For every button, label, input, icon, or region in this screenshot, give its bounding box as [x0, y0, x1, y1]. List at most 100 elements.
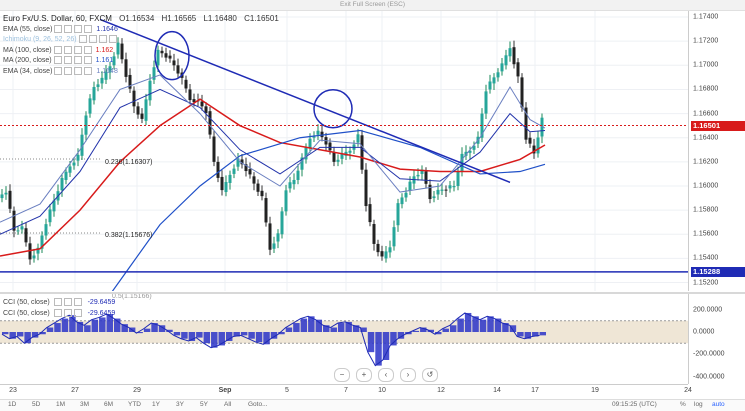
more-icon[interactable] — [84, 24, 93, 33]
cci-tick: -200.0000 — [693, 350, 725, 358]
cci-pane[interactable] — [0, 294, 688, 384]
visibility-icon[interactable] — [53, 56, 62, 65]
cci-bar — [2, 332, 9, 335]
candle-body — [316, 130, 320, 135]
highlight-circle — [154, 30, 190, 81]
more-icon[interactable] — [108, 35, 117, 44]
settings-icon[interactable] — [63, 298, 72, 307]
candle-body — [76, 154, 80, 161]
candle-body — [24, 228, 28, 243]
settings-icon[interactable] — [63, 56, 72, 65]
cci-axis[interactable]: 200.0000 0.0000 -200.0000 -400.0000 — [688, 294, 745, 384]
candle-body — [424, 171, 428, 184]
settings-icon[interactable] — [64, 66, 73, 75]
timeframe-button[interactable]: All — [224, 401, 232, 408]
close-icon[interactable] — [73, 45, 82, 54]
zoom-in-button[interactable]: + — [356, 368, 372, 382]
timeframe-button[interactable]: 1M — [56, 401, 66, 408]
indicator-row[interactable]: MA (200, close) 1.161 — [3, 56, 279, 67]
candle-body — [252, 176, 256, 184]
price-axis[interactable]: 1.17400 1.17200 1.17000 1.16800 1.16600 1.164… — [688, 11, 745, 291]
candle-body — [232, 168, 236, 174]
more-icon[interactable] — [84, 66, 93, 75]
price-tick: 1.16600 — [693, 110, 719, 118]
log-toggle[interactable]: log — [694, 401, 703, 408]
candle-body — [68, 166, 72, 173]
cci-bar — [382, 332, 390, 360]
timeframe-button[interactable]: YTD — [128, 401, 141, 408]
visibility-icon[interactable] — [53, 308, 62, 317]
cci-bar — [225, 332, 233, 341]
close-icon[interactable] — [73, 308, 82, 317]
cci-chart-canvas[interactable] — [0, 294, 688, 384]
candle-body — [260, 190, 264, 197]
visibility-icon[interactable] — [78, 35, 87, 44]
close-icon[interactable] — [98, 35, 107, 44]
visibility-icon[interactable] — [53, 298, 62, 307]
candle-body — [236, 158, 240, 167]
indicator-row[interactable]: EMA (55, close) 1.1646 — [3, 24, 279, 36]
more-icon[interactable] — [83, 45, 92, 54]
candle-body — [372, 224, 376, 244]
exit-fullscreen-hint[interactable]: Exit Full Screen (ESC) — [0, 0, 745, 11]
timeframe-button[interactable]: 3Y — [176, 401, 184, 408]
candle-body — [504, 55, 508, 66]
candle-body — [456, 171, 460, 186]
close-icon[interactable] — [74, 24, 83, 33]
timeframe-button[interactable]: 1D — [8, 401, 17, 408]
timeframe-button[interactable]: 6M — [104, 401, 114, 408]
symbol-header[interactable]: Euro Fx/U.S. Dollar, 60, FXCM O1.16534 H… — [3, 14, 279, 25]
settings-icon[interactable] — [88, 35, 97, 44]
cci-bar — [54, 323, 61, 332]
cci-row-1[interactable]: CCI (50, close) -29.6459 — [3, 298, 115, 309]
candle-body — [32, 255, 36, 259]
cci-bar — [449, 325, 457, 332]
timeframe-button[interactable]: 5D — [32, 401, 41, 408]
more-icon[interactable] — [83, 56, 92, 65]
cci-bar — [367, 332, 375, 353]
visibility-icon[interactable] — [53, 45, 62, 54]
time-axis[interactable]: 23 27 29 Sep 5 7 10 12 14 17 19 24 — [0, 384, 692, 399]
cci-row-2[interactable]: CCI (50, close) -29.6459 — [3, 308, 115, 320]
cci-bar — [464, 312, 472, 332]
candle-body — [216, 161, 220, 178]
close-icon[interactable] — [73, 56, 82, 65]
cci-bar — [315, 319, 323, 332]
indicator-row[interactable]: EMA (34, close) 1.1648 — [3, 66, 279, 78]
timeframe-button[interactable]: 5Y — [200, 401, 208, 408]
auto-toggle[interactable]: auto — [712, 401, 725, 408]
visibility-icon[interactable] — [54, 66, 63, 75]
settings-icon[interactable] — [63, 45, 72, 54]
price-chart-pane[interactable] — [0, 11, 688, 295]
timeframe-button[interactable]: 3M — [80, 401, 90, 408]
close-icon[interactable] — [74, 66, 83, 75]
reset-chart-button[interactable]: ↺ — [422, 368, 438, 382]
cci-bar — [196, 332, 203, 338]
candle-body — [240, 159, 244, 165]
indicator-name: Ichimoku (9, 26, 52, 26) — [3, 36, 77, 43]
indicator-row[interactable]: MA (100, close) 1.162 — [3, 45, 279, 57]
settings-icon[interactable] — [63, 308, 72, 317]
zoom-out-button[interactable]: − — [334, 368, 350, 382]
time-tick: Sep — [218, 387, 232, 394]
percent-toggle[interactable]: % — [680, 401, 686, 408]
timeframe-button[interactable]: Goto... — [248, 401, 268, 408]
cci-bar — [360, 327, 367, 332]
settings-icon[interactable] — [64, 24, 73, 33]
close-icon[interactable] — [73, 298, 82, 307]
visibility-icon[interactable] — [54, 24, 63, 33]
scroll-left-button[interactable]: ‹ — [378, 368, 394, 382]
cci-bar — [278, 332, 285, 335]
cci-line — [1, 312, 540, 367]
candle-body — [152, 67, 156, 80]
candle-body — [420, 169, 424, 174]
price-chart-canvas[interactable] — [0, 11, 688, 295]
candle-body — [4, 192, 8, 195]
highlight-circle — [313, 89, 353, 129]
indicator-row[interactable]: Ichimoku (9, 26, 52, 26) — [3, 35, 279, 46]
pane-separator[interactable] — [0, 292, 745, 294]
candle-body — [44, 224, 48, 236]
candle-body — [8, 190, 12, 209]
scroll-right-button[interactable]: › — [400, 368, 416, 382]
timeframe-button[interactable]: 1Y — [152, 401, 160, 408]
